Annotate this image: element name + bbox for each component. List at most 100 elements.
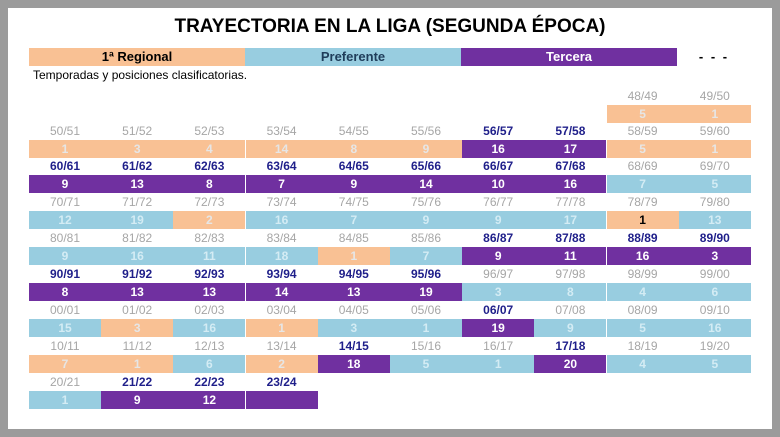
season-label: 93/94 [266, 267, 297, 281]
season-label: 85/86 [410, 231, 442, 245]
season-label: 05/06 [410, 303, 442, 317]
position-cell: 14 [245, 140, 318, 158]
position-cell: 5 [390, 355, 462, 373]
season-label: 69/70 [699, 159, 730, 173]
season-label: 77/78 [555, 195, 586, 209]
position-cell: 16 [678, 319, 751, 337]
season-label: 66/67 [483, 159, 514, 173]
position-cell: 9 [317, 175, 390, 193]
season-label: 89/90 [699, 231, 730, 245]
season-label: 21/22 [122, 375, 153, 389]
position-cell: 3 [101, 140, 174, 158]
legend-preferente: Preferente [245, 48, 461, 66]
position-cell: 2 [173, 211, 246, 229]
season-label: 94/95 [338, 267, 369, 281]
position-cell: 17 [534, 140, 607, 158]
season-label: 15/16 [410, 339, 442, 353]
season-label: 22/23 [194, 375, 225, 389]
position-cell: 11 [173, 247, 246, 265]
season-label: 07/08 [555, 303, 586, 317]
position-cell: 1 [317, 247, 390, 265]
position-cell: 6 [173, 355, 246, 373]
position-cell: 1 [678, 140, 751, 158]
season-label: 17/18 [555, 339, 586, 353]
season-label: 12/13 [194, 339, 225, 353]
season-label: 68/69 [627, 159, 658, 173]
position-cell: 3 [101, 319, 174, 337]
position-cell: 16 [462, 140, 535, 158]
season-label: 14/15 [338, 339, 369, 353]
season-label: 13/14 [266, 339, 297, 353]
position-cell: 8 [173, 175, 246, 193]
position-cell: 2 [245, 355, 318, 373]
season-label: 54/55 [338, 124, 369, 138]
season-label: 02/03 [194, 303, 225, 317]
season-label: 52/53 [194, 124, 225, 138]
position-cell: 4 [606, 355, 679, 373]
position-cell: 5 [678, 355, 751, 373]
season-label: 88/89 [627, 231, 658, 245]
position-cell: 15 [29, 319, 101, 337]
position-cell: 13 [173, 283, 246, 301]
legend-tercera: Tercera [461, 48, 677, 66]
position-cell: 8 [29, 283, 101, 301]
season-label: 79/80 [699, 195, 730, 209]
position-cell: 4 [606, 283, 679, 301]
position-cell: 17 [534, 211, 607, 229]
season-label: 49/50 [699, 89, 730, 103]
season-label: 19/20 [699, 339, 730, 353]
position-cell: 5 [606, 140, 679, 158]
position-cell: 1 [245, 319, 318, 337]
season-label: 99/00 [699, 267, 730, 281]
season-label: 55/56 [410, 124, 442, 138]
position-cell: 9 [29, 175, 101, 193]
position-cell: 20 [534, 355, 607, 373]
season-label: 75/76 [410, 195, 442, 209]
position-cell: 1 [462, 355, 535, 373]
season-label: 20/21 [49, 375, 81, 389]
subtitle: Temporadas y posiciones clasificatorias. [33, 68, 248, 82]
position-cell: 11 [534, 247, 607, 265]
season-label: 16/17 [483, 339, 514, 353]
position-cell: 1 [678, 105, 751, 123]
position-cell: 16 [606, 247, 679, 265]
season-label: 82/83 [194, 231, 225, 245]
legend-none: - - - [678, 48, 750, 66]
season-label: 50/51 [49, 124, 81, 138]
season-label: 80/81 [49, 231, 81, 245]
season-label: 08/09 [627, 303, 658, 317]
season-label: 10/11 [50, 339, 80, 353]
position-cell: 9 [534, 319, 607, 337]
position-cell: 3 [462, 283, 535, 301]
position-cell: 4 [173, 140, 246, 158]
season-label: 95/96 [410, 267, 442, 281]
position-cell: 14 [390, 175, 462, 193]
season-label: 70/71 [49, 195, 81, 209]
position-cell: 1 [390, 319, 462, 337]
season-label: 98/99 [627, 267, 658, 281]
position-cell: 9 [29, 247, 101, 265]
season-label: 81/82 [122, 231, 153, 245]
season-label: 72/73 [194, 195, 225, 209]
position-cell: 18 [317, 355, 390, 373]
position-cell: 19 [462, 319, 535, 337]
position-cell: 8 [534, 283, 607, 301]
position-cell: 13 [317, 283, 390, 301]
season-label: 62/63 [194, 159, 225, 173]
position-cell: 9 [462, 211, 535, 229]
season-label: 48/49 [627, 89, 658, 103]
position-cell: 8 [317, 140, 390, 158]
position-cell: 6 [678, 283, 751, 301]
position-cell: 14 [245, 283, 318, 301]
position-cell: 1 [101, 355, 174, 373]
position-cell: 12 [29, 211, 101, 229]
season-label: 11/12 [122, 339, 152, 353]
season-label: 91/92 [122, 267, 153, 281]
position-cell [245, 391, 318, 409]
position-cell: 1 [29, 140, 101, 158]
season-label: 97/98 [555, 267, 586, 281]
page-title: TRAYECTORIA EN LA LIGA (SEGUNDA ÉPOCA) [174, 16, 606, 37]
season-label: 00/01 [49, 303, 81, 317]
season-label: 76/77 [483, 195, 514, 209]
legend-regional: 1ª Regional [29, 48, 245, 66]
